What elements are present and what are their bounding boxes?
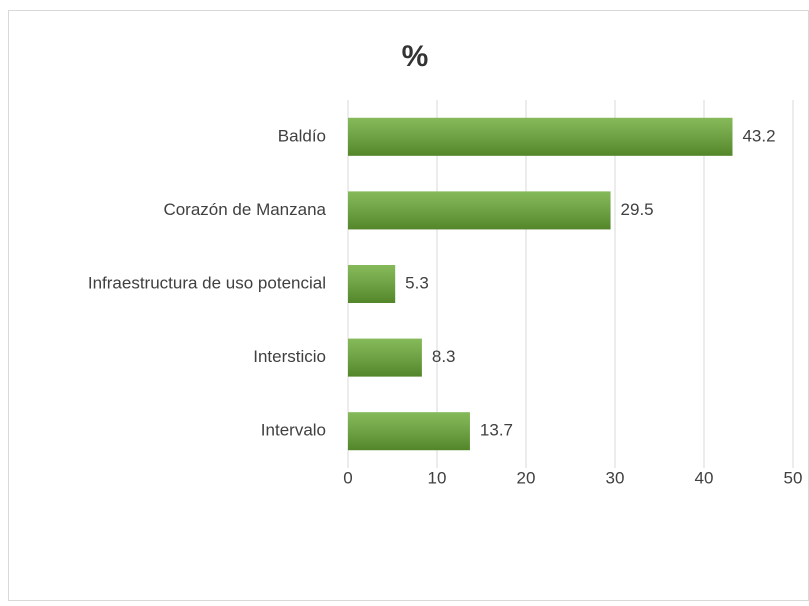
x-tick-label: 40 [695,468,714,487]
bar-shade [348,412,470,451]
bar-shade [348,117,733,156]
bar-shade [348,265,396,303]
data-label: 29.5 [621,200,654,219]
y-tick-label: Infraestructura de uso potencial [88,273,326,292]
data-label: 13.7 [480,421,513,440]
data-label: 8.3 [432,347,456,366]
x-tick-label: 0 [343,468,352,487]
bar-shade [348,338,422,377]
y-tick-label: Baldío [278,126,326,145]
y-tick-label: Intersticio [253,347,326,366]
x-tick-label: 50 [784,468,803,487]
y-tick-label: Intervalo [261,421,326,440]
data-label: 43.2 [742,126,775,145]
x-tick-label: 30 [606,468,625,487]
chart-title: % [402,40,429,73]
chart-frame [8,10,809,601]
x-tick-label: 10 [428,468,447,487]
y-tick-label: Corazón de Manzana [163,200,326,219]
bar-shade [348,191,611,230]
data-label: 5.3 [405,273,429,292]
x-tick-label: 20 [517,468,536,487]
